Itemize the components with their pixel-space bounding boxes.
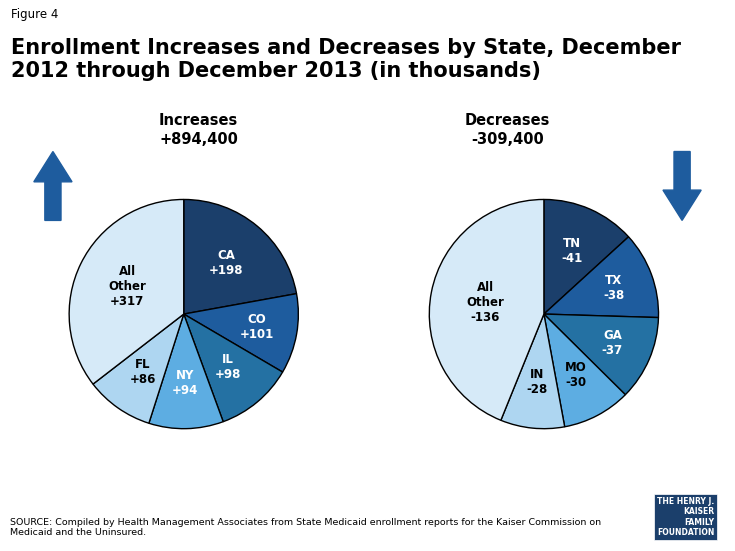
- Text: NY
+94: NY +94: [172, 369, 198, 397]
- Text: CO
+101: CO +101: [240, 313, 274, 341]
- Wedge shape: [544, 199, 628, 314]
- Text: Enrollment Increases and Decreases by State, December
2012 through December 2013: Enrollment Increases and Decreases by St…: [11, 38, 681, 80]
- Wedge shape: [69, 199, 184, 384]
- Wedge shape: [184, 199, 296, 314]
- Wedge shape: [544, 237, 659, 317]
- Wedge shape: [501, 314, 564, 429]
- Text: Figure 4: Figure 4: [11, 8, 58, 21]
- Text: FL
+86: FL +86: [130, 358, 156, 386]
- Text: IL
+98: IL +98: [215, 353, 241, 381]
- Text: GA
-37: GA -37: [602, 329, 623, 358]
- Text: All
Other
+317: All Other +317: [108, 265, 146, 308]
- Text: MO
-30: MO -30: [565, 361, 587, 389]
- Text: All
Other
-136: All Other -136: [467, 281, 504, 324]
- Text: TN
-41: TN -41: [561, 237, 582, 265]
- Text: CA
+198: CA +198: [209, 249, 243, 277]
- Wedge shape: [544, 314, 659, 395]
- Text: Increases
+894,400: Increases +894,400: [159, 113, 238, 147]
- Wedge shape: [184, 314, 282, 422]
- Wedge shape: [429, 199, 544, 420]
- Wedge shape: [93, 314, 184, 423]
- Text: SOURCE: Compiled by Health Management Associates from State Medicaid enrollment : SOURCE: Compiled by Health Management As…: [10, 518, 600, 537]
- Text: IN
-28: IN -28: [526, 369, 548, 397]
- FancyArrow shape: [34, 152, 72, 220]
- Wedge shape: [149, 314, 223, 429]
- Text: THE HENRY J.
KAISER
FAMILY
FOUNDATION: THE HENRY J. KAISER FAMILY FOUNDATION: [657, 497, 714, 537]
- FancyArrow shape: [663, 152, 701, 220]
- Text: TX
-38: TX -38: [603, 274, 625, 302]
- Wedge shape: [184, 294, 298, 372]
- Wedge shape: [544, 314, 625, 427]
- Text: Decreases
-309,400: Decreases -309,400: [465, 113, 550, 147]
